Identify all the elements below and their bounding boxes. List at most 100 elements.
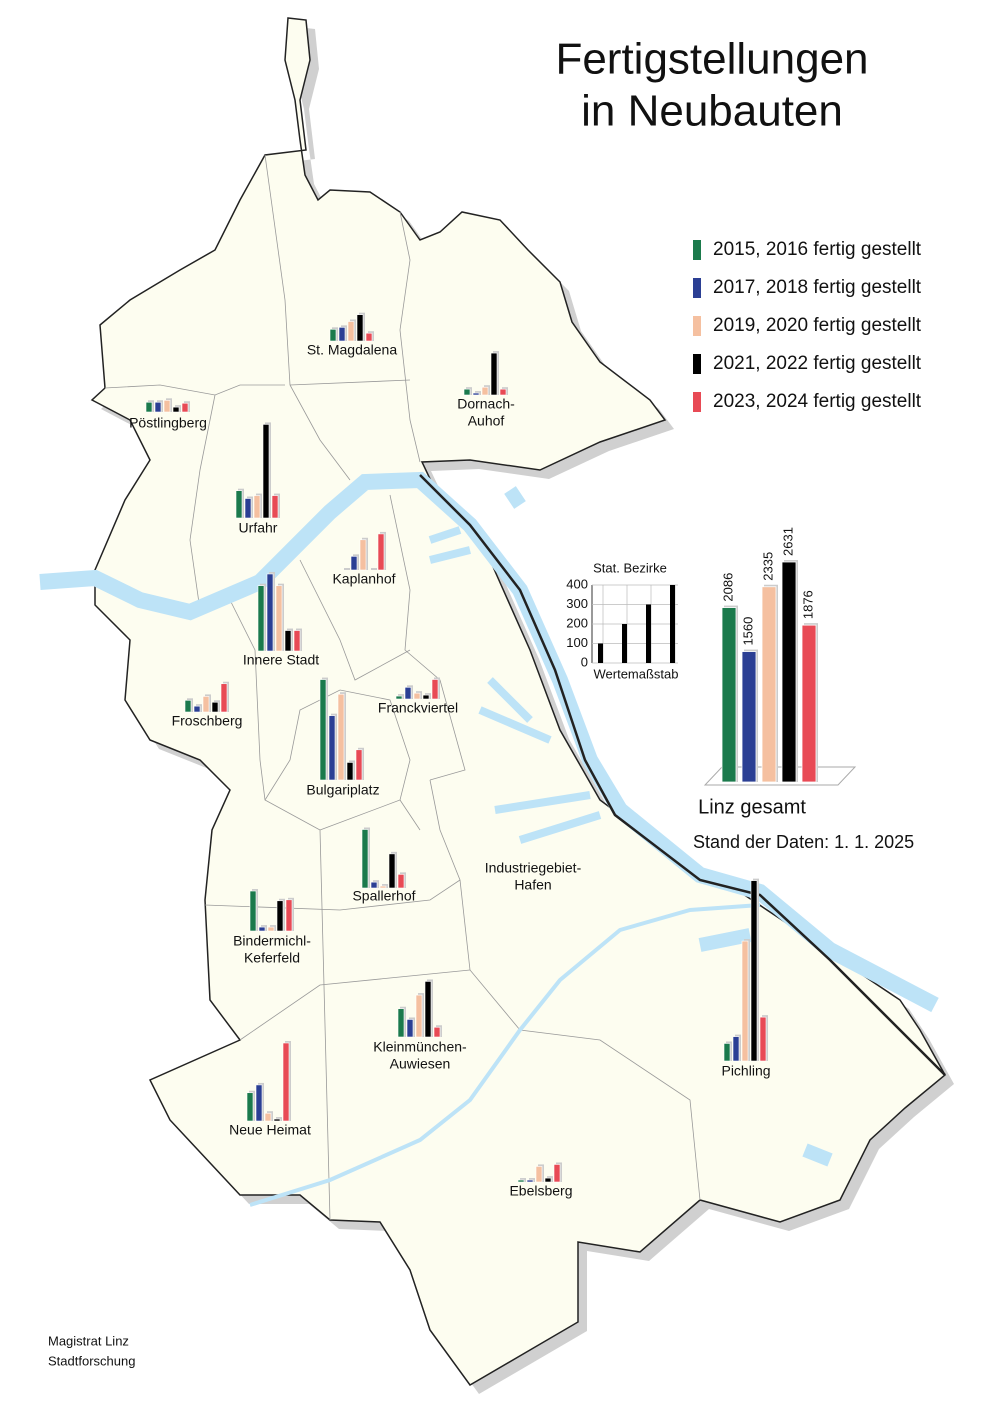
district-label: Spallerhof bbox=[352, 888, 415, 904]
scale-tick-label: 100 bbox=[566, 635, 588, 650]
district-bar bbox=[264, 1112, 272, 1122]
total-bar bbox=[721, 607, 737, 783]
district-bar bbox=[355, 749, 363, 781]
district-bar bbox=[163, 399, 171, 413]
district-bar bbox=[350, 556, 358, 571]
district-label: Innere Stadt bbox=[243, 652, 319, 668]
district-bar bbox=[388, 853, 396, 889]
title: in Neubauten bbox=[581, 87, 843, 136]
city-boundary-river bbox=[419, 474, 946, 1076]
district-label: Dornach- bbox=[457, 396, 515, 412]
scale-bar bbox=[598, 643, 603, 663]
district-bar bbox=[517, 1179, 525, 1183]
district-label: Kleinmünchen- bbox=[373, 1039, 467, 1055]
district-bar bbox=[553, 1164, 561, 1183]
district-label: Auhof bbox=[468, 413, 505, 429]
district-bar bbox=[346, 762, 354, 781]
district-label: Bindermichl- bbox=[233, 933, 311, 949]
total-bar bbox=[801, 624, 817, 783]
district-bar bbox=[424, 981, 432, 1038]
district-bar bbox=[273, 1118, 281, 1122]
scale-tick-label: 300 bbox=[566, 596, 588, 611]
district-bar bbox=[285, 899, 293, 932]
district-bar bbox=[193, 705, 201, 713]
district-bar bbox=[211, 701, 219, 713]
total-value-label: 1876 bbox=[800, 590, 815, 619]
district-bar bbox=[220, 683, 228, 713]
district-bar bbox=[535, 1166, 543, 1183]
district-bar bbox=[337, 693, 345, 781]
scale-tick-label: 400 bbox=[566, 576, 588, 591]
district-bar bbox=[257, 585, 265, 652]
district-bar bbox=[235, 490, 243, 519]
district-bar bbox=[723, 1043, 731, 1062]
district-bar bbox=[472, 392, 480, 396]
river bbox=[39, 471, 939, 1207]
district-label: Pichling bbox=[721, 1063, 770, 1079]
district-bar bbox=[397, 1008, 405, 1038]
district-label: Industriegebiet- bbox=[485, 860, 582, 876]
district-bar bbox=[463, 388, 471, 396]
district-bar bbox=[319, 679, 327, 781]
district-bar bbox=[347, 321, 355, 342]
district-label: Froschberg bbox=[172, 713, 243, 729]
district-label: Franckviertel bbox=[378, 700, 458, 716]
legend-label: 2019, 2020 fertig gestellt bbox=[713, 315, 922, 336]
district-bar bbox=[172, 406, 180, 413]
scale-bar bbox=[622, 624, 627, 663]
district-bar bbox=[759, 1016, 767, 1062]
district-label: Keferfeld bbox=[244, 950, 300, 966]
district-bar bbox=[284, 630, 292, 652]
district-bar bbox=[266, 573, 274, 652]
legend-swatch bbox=[693, 392, 701, 412]
district-bar bbox=[276, 900, 284, 932]
total-value-label: 2086 bbox=[720, 573, 735, 602]
district-bar bbox=[741, 940, 749, 1062]
district-label: Kaplanhof bbox=[332, 571, 395, 587]
district-bar bbox=[379, 885, 387, 889]
district-label: Ebelsberg bbox=[509, 1183, 572, 1199]
district-label: Bulgariplatz bbox=[306, 782, 379, 798]
district-bar bbox=[271, 495, 279, 519]
legend-label: 2021, 2022 fertig gestellt bbox=[713, 353, 922, 374]
district-bar bbox=[184, 699, 192, 713]
legend-swatch bbox=[693, 316, 701, 336]
district-bar bbox=[282, 1042, 290, 1122]
legend-label: 2017, 2018 fertig gestellt bbox=[713, 277, 922, 298]
district-bar bbox=[377, 533, 385, 571]
district-bar bbox=[249, 890, 257, 932]
district-bar bbox=[422, 694, 430, 700]
district-bar bbox=[267, 926, 275, 932]
district-bar bbox=[329, 328, 337, 342]
legend-swatch bbox=[693, 354, 701, 374]
legend-label: 2023, 2024 fertig gestellt bbox=[713, 391, 922, 412]
scale-label: Wertemaßstab bbox=[593, 666, 678, 681]
district-bar bbox=[338, 327, 346, 342]
legend-swatch bbox=[693, 278, 701, 298]
district-label: Auwiesen bbox=[390, 1056, 451, 1072]
district-bar bbox=[397, 874, 405, 889]
district-bar bbox=[404, 686, 412, 700]
footer: Stadtforschung bbox=[48, 1353, 135, 1368]
total-bar bbox=[781, 561, 797, 783]
district-bar bbox=[361, 829, 369, 889]
scale-bar bbox=[670, 585, 675, 663]
bar-shadow bbox=[371, 568, 377, 570]
district-bar bbox=[258, 926, 266, 932]
district-label: Neue Heimat bbox=[229, 1122, 311, 1138]
district-bar bbox=[275, 585, 283, 652]
district-bar bbox=[499, 388, 507, 396]
legend-label: 2015, 2016 fertig gestellt bbox=[713, 239, 922, 260]
data-date: Stand der Daten: 1. 1. 2025 bbox=[693, 832, 914, 852]
district-bar bbox=[490, 352, 498, 396]
scale-tick-label: 200 bbox=[566, 615, 588, 630]
district-bar bbox=[750, 880, 758, 1062]
district-bar bbox=[481, 386, 489, 396]
district-bar bbox=[732, 1036, 740, 1062]
scale-tick-label: 0 bbox=[581, 654, 588, 669]
legend-swatch bbox=[693, 240, 701, 260]
district-bar bbox=[365, 332, 373, 342]
district-bar bbox=[370, 881, 378, 889]
